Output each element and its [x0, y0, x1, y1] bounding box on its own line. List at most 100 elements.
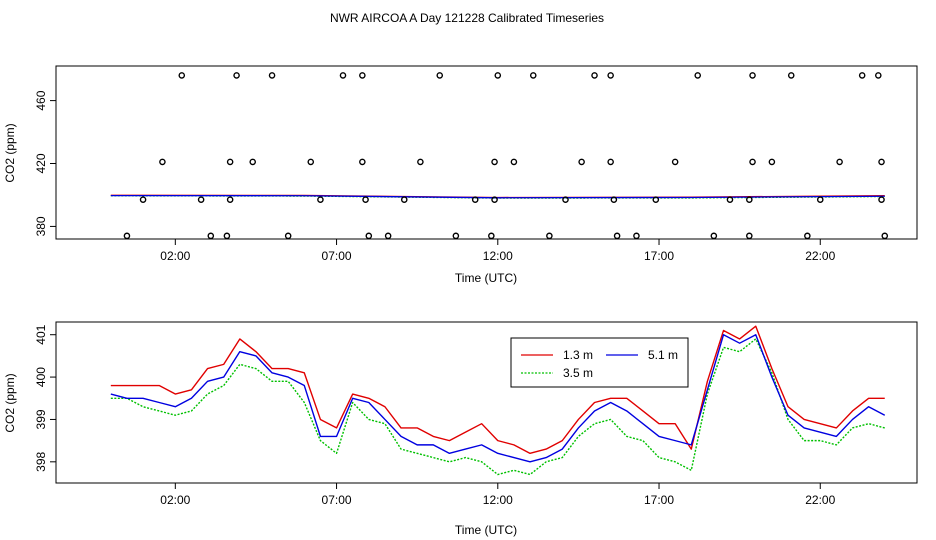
y-tick-label: 460	[34, 90, 48, 110]
scatter-point	[746, 232, 753, 240]
bottom-x-axis: 02:00 07:00 12:00 17:00 22:00	[160, 483, 836, 507]
scatter-point	[652, 196, 660, 203]
scatter-point	[875, 72, 882, 79]
scatter-point	[284, 232, 292, 240]
scatter-point	[436, 72, 444, 79]
scatter-point	[362, 196, 369, 203]
scatter-point	[139, 196, 147, 203]
scatter-point	[207, 232, 215, 240]
scatter-point	[633, 232, 640, 240]
scatter-point	[710, 232, 718, 240]
y-tick-label: 400	[34, 367, 48, 387]
scatter-point	[359, 72, 366, 79]
top-series-lines	[110, 194, 885, 199]
legend-box	[510, 337, 689, 388]
legend-label-1-3m: 1.3 m	[563, 348, 593, 362]
scatter-point	[233, 72, 240, 79]
scatter-point	[178, 72, 186, 79]
bottom-series-line-5-1-m	[110, 334, 886, 463]
x-tick-label: 17:00	[644, 249, 674, 263]
x-tick-label: 12:00	[483, 493, 513, 507]
x-tick-label: 22:00	[805, 493, 835, 507]
x-tick-label: 07:00	[322, 249, 352, 263]
y-tick-label: 420	[34, 153, 48, 173]
scatter-point	[365, 232, 373, 240]
scatter-point	[804, 232, 811, 240]
scatter-point	[491, 196, 498, 203]
scatter-point	[881, 232, 889, 240]
x-tick-label: 12:00	[483, 249, 513, 263]
scatter-point	[249, 158, 257, 166]
x-tick-label: 22:00	[805, 249, 835, 263]
scatter-point	[836, 158, 843, 166]
y-tick-label: 399	[34, 409, 48, 429]
scatter-point	[307, 158, 315, 166]
scatter-point	[746, 196, 753, 203]
figure-title: NWR AIRCOA A Day 121228 Calibrated Times…	[330, 11, 604, 25]
scatter-point	[671, 158, 679, 166]
scatter-point	[488, 232, 495, 240]
scatter-point	[197, 196, 205, 203]
top-plot-frame	[55, 65, 918, 240]
y-tick-label: 398	[34, 451, 48, 471]
legend: 1.3 m 5.1 m 3.5 m	[510, 337, 689, 388]
bottom-series-lines	[110, 325, 886, 476]
y-tick-label: 401	[34, 324, 48, 344]
scatter-point	[562, 196, 569, 203]
scatter-point	[268, 72, 276, 79]
scatter-point	[529, 72, 537, 79]
x-tick-label: 02:00	[160, 249, 190, 263]
scatter-point	[339, 72, 347, 79]
x-tick-label: 02:00	[160, 493, 190, 507]
top-x-label: Time (UTC)	[455, 271, 517, 285]
x-tick-label: 17:00	[644, 493, 674, 507]
scatter-point	[610, 196, 618, 203]
top-scatter-points	[123, 72, 889, 240]
scatter-point	[359, 158, 366, 166]
bottom-plot-frame	[55, 321, 918, 484]
scatter-point	[546, 232, 553, 240]
scatter-point	[768, 158, 776, 166]
scatter-point	[223, 232, 231, 240]
bottom-series-line-3-5-m	[110, 338, 885, 476]
scatter-point	[317, 196, 324, 203]
scatter-point	[878, 196, 885, 203]
scatter-point	[726, 196, 734, 203]
scatter-point	[123, 232, 131, 240]
scatter-point	[858, 72, 866, 79]
scatter-point	[607, 72, 614, 79]
scatter-point	[494, 72, 502, 79]
y-tick-label: 380	[34, 216, 48, 236]
top-y-axis: 380 420 460	[34, 90, 56, 236]
bottom-x-label: Time (UTC)	[455, 523, 517, 537]
scatter-point	[749, 158, 756, 166]
scatter-point	[816, 196, 824, 203]
bottom-y-label: CO2 (ppm)	[3, 373, 17, 432]
scatter-point	[510, 158, 518, 166]
scatter-point	[613, 232, 621, 240]
x-tick-label: 07:00	[322, 493, 352, 507]
bottom-series-line-1-3-m	[110, 325, 885, 455]
scatter-point	[578, 158, 585, 166]
top-panel: 02:00 07:00 12:00 17:00 22:00 380 420 460 Time…	[3, 65, 918, 285]
scatter-point	[417, 158, 424, 166]
scatter-point	[384, 232, 392, 240]
bottom-y-axis: 398 399 400 401	[34, 324, 56, 472]
scatter-point	[452, 232, 460, 240]
bottom-panel: 02:00 07:00 12:00 17:00 22:00 398 399 400 401 T…	[3, 321, 918, 537]
scatter-point	[787, 72, 795, 79]
scatter-point	[749, 72, 756, 79]
scatter-point	[226, 196, 234, 203]
scatter-point	[491, 158, 498, 166]
top-y-label: CO2 (ppm)	[3, 123, 17, 182]
top-series-line-5-1-m	[110, 194, 885, 199]
scatter-point	[591, 72, 598, 79]
scatter-point	[607, 158, 614, 166]
legend-label-3-5m: 3.5 m	[563, 366, 593, 380]
legend-label-5-1m: 5.1 m	[648, 348, 678, 362]
scatter-point	[400, 196, 408, 203]
scatter-point	[878, 158, 885, 166]
scatter-point	[471, 196, 479, 203]
scatter-point	[226, 158, 234, 166]
